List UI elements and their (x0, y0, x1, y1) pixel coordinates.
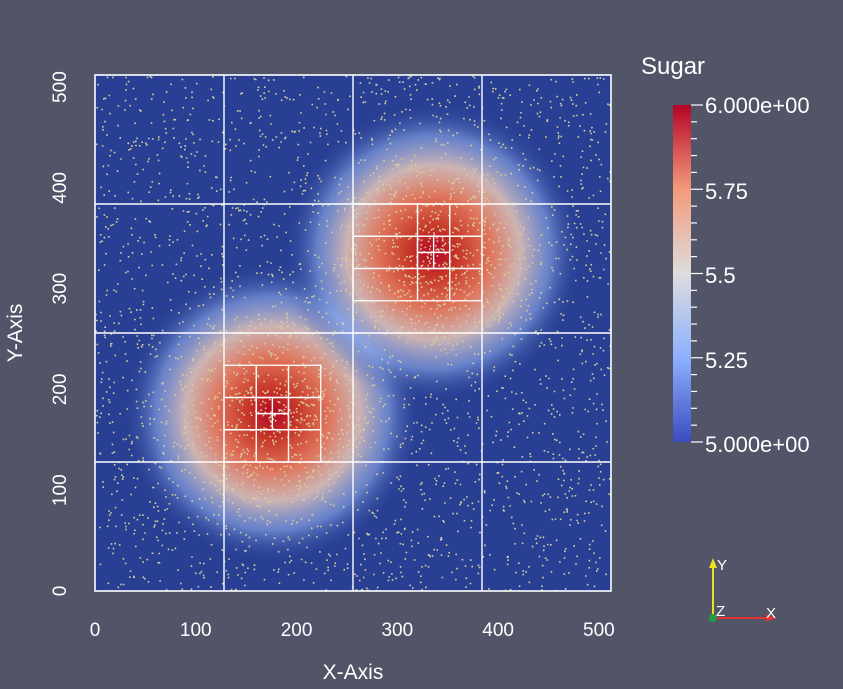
orientation-z-axis-dot (709, 614, 717, 622)
x-tick-label: 400 (482, 620, 514, 641)
orientation-y-arrow-icon (709, 558, 717, 568)
plot-area[interactable] (94, 74, 613, 592)
y-tick-label: 500 (50, 71, 71, 103)
x-tick-label: 500 (583, 620, 615, 641)
colorbar-title: Sugar (641, 53, 705, 80)
colorbar-label-5.5: 5.5 (705, 263, 736, 288)
amr-grid (95, 75, 611, 591)
x-tick-label: 100 (180, 620, 212, 641)
plot-frame (94, 74, 612, 592)
orientation-axes-widget: Y Z X (709, 557, 776, 622)
y-tick-label: 0 (50, 586, 71, 597)
colorbar-gradient (673, 105, 691, 442)
y-tick-label: 200 (50, 374, 71, 406)
colorbar-max-label: 6.000e+00 (705, 93, 810, 118)
y-tick-labels: 0 100 200 300 400 500 (50, 71, 71, 596)
x-tick-label: 200 (281, 620, 313, 641)
y-tick-label: 400 (50, 172, 71, 204)
y-axis-title: Y-Axis (4, 304, 27, 363)
colorbar-label-5.25: 5.25 (705, 348, 748, 373)
x-axis-title: X-Axis (323, 661, 384, 684)
colorbar-label-5.75: 5.75 (705, 179, 748, 204)
color-legend[interactable]: Sugar 6.000e+00 5.75 5.5 5.25 5.000e+00 (641, 53, 810, 457)
orientation-z-label: Z (716, 603, 725, 620)
x-tick-label: 300 (381, 620, 413, 641)
y-tick-label: 300 (50, 273, 71, 305)
x-tick-label: 0 (90, 620, 101, 641)
colorbar-ticks (691, 104, 703, 443)
orientation-y-label: Y (717, 557, 727, 574)
orientation-x-arrow-icon (766, 614, 776, 622)
orientation-x-label: X (766, 605, 776, 622)
colorbar-min-label: 5.000e+00 (705, 432, 810, 457)
x-tick-labels: 0 100 200 300 400 500 (90, 620, 615, 641)
refined-block (223, 364, 322, 463)
y-tick-label: 100 (50, 474, 71, 506)
